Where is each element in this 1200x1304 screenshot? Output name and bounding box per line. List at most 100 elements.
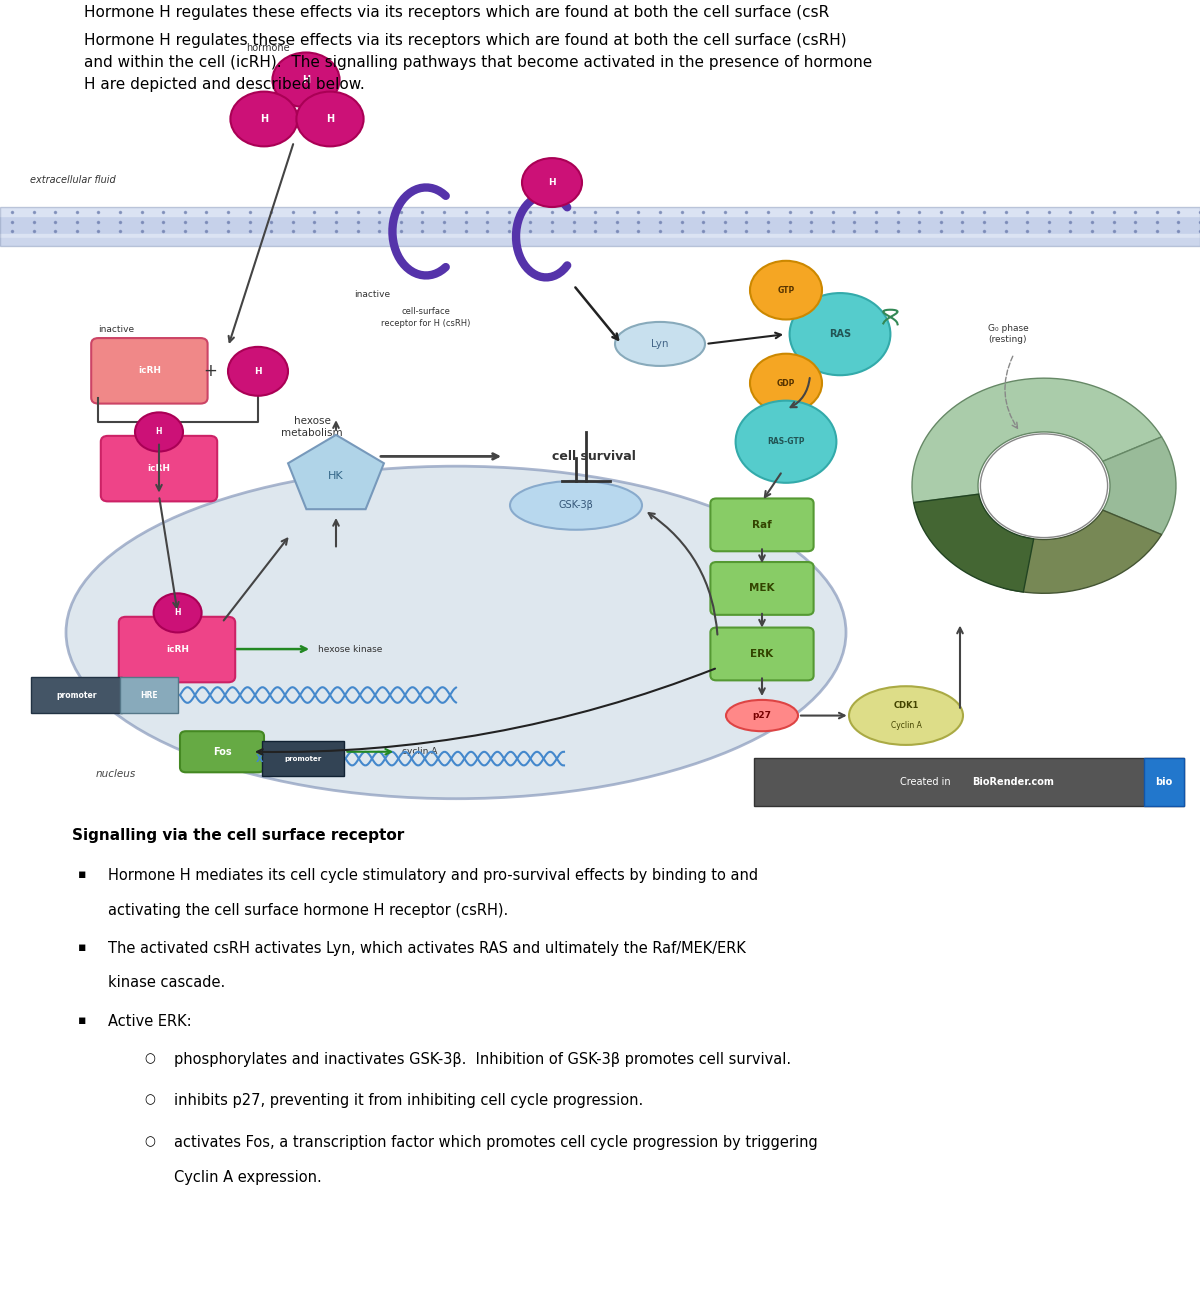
Text: +: + — [203, 363, 217, 381]
Text: hormone: hormone — [246, 43, 289, 53]
Text: bio: bio — [1156, 777, 1172, 786]
Text: H: H — [156, 428, 162, 437]
Circle shape — [134, 412, 182, 451]
Text: CDK1: CDK1 — [893, 702, 919, 711]
Text: promoter: promoter — [284, 755, 322, 762]
Text: p27: p27 — [752, 711, 772, 720]
Circle shape — [154, 593, 202, 632]
Text: cyclin A: cyclin A — [402, 747, 437, 756]
Text: ○: ○ — [144, 1134, 155, 1148]
Text: ▪: ▪ — [78, 868, 86, 882]
Text: M: M — [936, 471, 948, 481]
Polygon shape — [913, 494, 1033, 592]
FancyBboxPatch shape — [101, 436, 217, 501]
Polygon shape — [288, 436, 384, 509]
Text: HK: HK — [328, 471, 344, 481]
Text: ○: ○ — [144, 1093, 155, 1106]
Text: GSK-3β: GSK-3β — [558, 501, 594, 510]
Text: inactive: inactive — [354, 289, 390, 299]
Circle shape — [296, 91, 364, 146]
Circle shape — [790, 293, 890, 376]
Circle shape — [230, 91, 298, 146]
Text: The activated csRH activates Lyn, which activates RAS and ultimately the Raf/MEK: The activated csRH activates Lyn, which … — [108, 940, 746, 956]
Polygon shape — [1103, 437, 1176, 535]
Text: ▪: ▪ — [78, 1013, 86, 1026]
Text: Fos: Fos — [212, 747, 232, 756]
Text: ERK: ERK — [750, 649, 774, 659]
Text: Signalling via the cell surface receptor: Signalling via the cell surface receptor — [72, 828, 404, 844]
Text: cell-surface
receptor for H (csRH): cell-surface receptor for H (csRH) — [382, 306, 470, 327]
Text: inactive: inactive — [98, 325, 134, 334]
Text: hexose
metabolism: hexose metabolism — [281, 416, 343, 438]
Text: BioRender.com: BioRender.com — [972, 777, 1054, 786]
Text: H: H — [260, 113, 268, 124]
Text: activates Fos, a transcription factor which promotes cell cycle progression by t: activates Fos, a transcription factor wh… — [174, 1134, 817, 1150]
Ellipse shape — [616, 322, 706, 366]
Circle shape — [228, 347, 288, 396]
Ellipse shape — [66, 467, 846, 798]
Text: H: H — [174, 609, 181, 617]
Text: H are depicted and described below.: H are depicted and described below. — [84, 77, 365, 93]
Circle shape — [750, 353, 822, 412]
Text: Raf: Raf — [752, 520, 772, 529]
Text: csR: csR — [918, 33, 946, 48]
FancyBboxPatch shape — [710, 498, 814, 552]
Text: G₁: G₁ — [1134, 421, 1151, 433]
Circle shape — [980, 434, 1108, 537]
Text: nucleus: nucleus — [96, 769, 137, 778]
Text: RAS-GTP: RAS-GTP — [767, 437, 805, 446]
FancyBboxPatch shape — [262, 741, 344, 776]
FancyBboxPatch shape — [31, 678, 122, 712]
Ellipse shape — [726, 700, 798, 732]
Text: Lyn: Lyn — [652, 339, 668, 349]
Text: activating the cell surface hormone H receptor (csRH).: activating the cell surface hormone H re… — [108, 902, 509, 918]
Text: ○: ○ — [144, 1052, 155, 1065]
Circle shape — [736, 400, 836, 482]
FancyBboxPatch shape — [710, 562, 814, 615]
Circle shape — [272, 52, 340, 107]
Text: extracellular fluid: extracellular fluid — [30, 176, 115, 185]
Text: cell survival: cell survival — [552, 450, 636, 463]
Text: hexose kinase: hexose kinase — [318, 644, 383, 653]
Bar — [0, 207, 1200, 246]
Text: G₂: G₂ — [1104, 557, 1116, 567]
Text: ▪: ▪ — [78, 940, 86, 953]
Text: Created in: Created in — [900, 777, 954, 786]
Text: X: X — [256, 754, 263, 764]
Text: GTP: GTP — [778, 286, 794, 295]
FancyBboxPatch shape — [180, 732, 264, 772]
Text: S: S — [1160, 485, 1168, 496]
FancyBboxPatch shape — [754, 758, 1184, 806]
Text: promoter: promoter — [56, 691, 97, 699]
Text: Active ERK:: Active ERK: — [108, 1013, 192, 1029]
Circle shape — [522, 158, 582, 207]
Text: inhibits p27, preventing it from inhibiting cell cycle progression.: inhibits p27, preventing it from inhibit… — [174, 1093, 643, 1108]
Text: H: H — [254, 366, 262, 376]
Text: Cyclin A: Cyclin A — [890, 721, 922, 730]
Text: Hormone H mediates its cell cycle stimulatory and pro-survival effects by bindin: Hormone H mediates its cell cycle stimul… — [108, 868, 758, 883]
FancyBboxPatch shape — [91, 338, 208, 404]
Text: MEK: MEK — [749, 583, 775, 593]
FancyBboxPatch shape — [1144, 758, 1184, 806]
FancyBboxPatch shape — [120, 678, 178, 712]
Polygon shape — [912, 378, 1162, 502]
Text: kinase cascade.: kinase cascade. — [108, 975, 226, 991]
Text: icRH: icRH — [166, 644, 190, 653]
Text: H: H — [302, 74, 310, 85]
Text: icRH: icRH — [148, 464, 170, 472]
Polygon shape — [1003, 510, 1162, 593]
Text: H: H — [548, 179, 556, 186]
Text: and within the cell (icRH).  The signalling pathways that become activated in th: and within the cell (icRH). The signalli… — [84, 55, 872, 70]
Text: Hormone H regulates these effects via its receptors which are found at both the : Hormone H regulates these effects via it… — [84, 33, 847, 48]
Text: H: H — [326, 113, 334, 124]
Text: Hormone H regulates these effects via its receptors which are found at both the : Hormone H regulates these effects via it… — [84, 5, 829, 21]
Text: HRE: HRE — [140, 691, 157, 699]
Text: phosphorylates and inactivates GSK-3β.  Inhibition of GSK-3β promotes cell survi: phosphorylates and inactivates GSK-3β. I… — [174, 1052, 791, 1067]
Text: Cyclin A expression.: Cyclin A expression. — [174, 1170, 322, 1185]
Text: RAS: RAS — [829, 329, 851, 339]
Circle shape — [750, 261, 822, 319]
Text: GDP: GDP — [776, 378, 796, 387]
Ellipse shape — [850, 686, 964, 745]
Ellipse shape — [510, 481, 642, 529]
Text: icRH: icRH — [138, 366, 161, 374]
